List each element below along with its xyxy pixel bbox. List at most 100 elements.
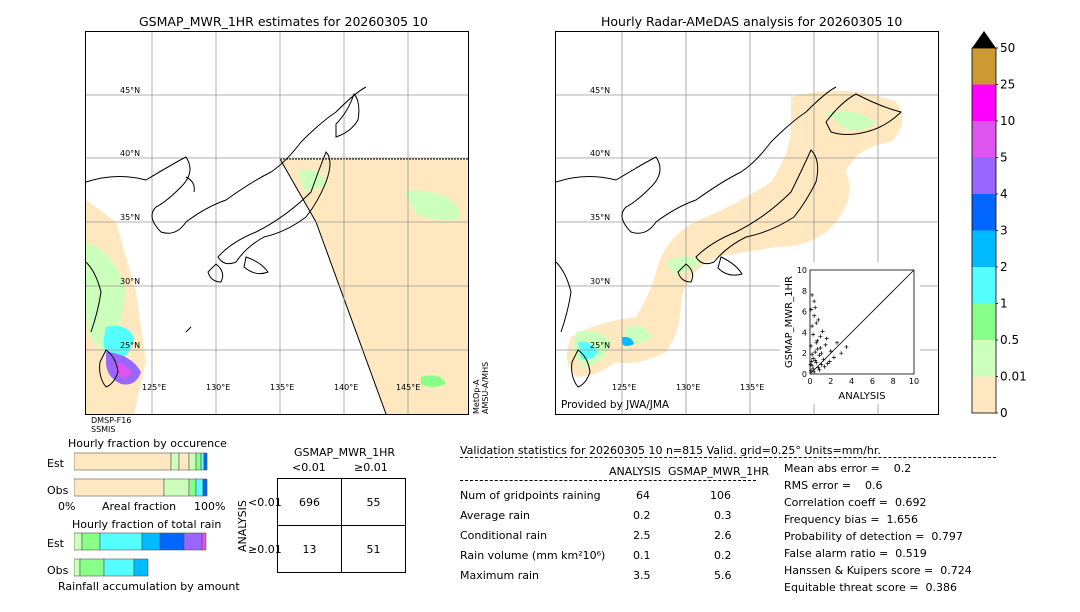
validation-col-gsmap: GSMAP_MWR_1HR xyxy=(668,465,770,478)
lon-label: 125°E xyxy=(142,383,166,392)
lon-label: 135°E xyxy=(740,383,764,392)
scatter-ytick-label: 8 xyxy=(802,287,807,296)
score-mae: Mean abs error = 0.2 xyxy=(784,462,912,475)
validation-row-analysis: 3.5 xyxy=(633,569,651,582)
scatter-point xyxy=(831,355,836,360)
scatter-point xyxy=(818,346,823,350)
validation-row-label: Num of gridpoints raining xyxy=(460,489,601,502)
occurrence-chart xyxy=(73,451,208,498)
scatter-ytick-label: 4 xyxy=(802,328,807,337)
colorbar-label: 3 xyxy=(1000,224,1008,238)
colorbar-label: 4 xyxy=(1000,187,1008,201)
contingency-row-below: <0.01 xyxy=(248,496,282,509)
lat-label: 25°N xyxy=(120,341,140,350)
left-map[interactable]: 45°N 40°N 35°N 30°N 25°N 125°E 130°E 135… xyxy=(85,31,469,415)
scatter-xtick-label: 4 xyxy=(849,377,854,386)
lon-label: 145°E xyxy=(396,383,420,392)
colorbar-label: 0.5 xyxy=(1000,333,1019,347)
one-to-one-line xyxy=(809,269,915,375)
right-map[interactable]: 45°N 40°N 35°N 30°N 25°N 125°E 130°E 135… xyxy=(555,31,939,415)
occurrence-axis-min: 0% xyxy=(58,500,76,513)
scatter-point xyxy=(812,369,817,374)
scatter-point xyxy=(827,359,832,364)
validation-row-label: Maximum rain xyxy=(460,569,539,582)
colorbar-extend-arrow xyxy=(972,31,996,48)
scatter-point xyxy=(819,351,824,356)
scatter-point xyxy=(814,321,819,326)
scatter-point xyxy=(824,336,829,341)
scatter-xtick-label: 0 xyxy=(807,377,812,386)
occurrence-title: Hourly fraction by occurence xyxy=(68,437,227,450)
contingency-cell: 51 xyxy=(341,525,406,573)
validation-header-rule xyxy=(460,457,996,458)
scatter-point xyxy=(835,340,840,345)
lon-label: 130°E xyxy=(206,383,230,392)
contingency-cell: 13 xyxy=(277,525,342,573)
rain-patch xyxy=(114,362,132,378)
lon-label: 140°E xyxy=(334,383,358,392)
contingency-col-below: <0.01 xyxy=(292,461,326,474)
occurrence-axis-label: Areal fraction xyxy=(102,500,177,513)
score-frequency-bias: Frequency bias = 1.656 xyxy=(784,513,919,526)
scatter-point xyxy=(814,340,819,345)
scatter-xtick-label: 8 xyxy=(891,377,896,386)
scatter-point xyxy=(825,361,830,366)
validation-row-gsmap: 0.3 xyxy=(714,509,732,522)
lat-label: 30°N xyxy=(120,277,140,286)
lat-label: 35°N xyxy=(120,213,140,222)
sensor-right-label: MetOp-A AMSU-A/MHS xyxy=(472,361,490,414)
lat-label: 45°N xyxy=(120,86,140,95)
scatter-point xyxy=(812,299,817,304)
rain-patch xyxy=(404,190,460,221)
validation-row-analysis: 64 xyxy=(636,489,650,502)
validation-col-analysis: ANALYSIS xyxy=(609,465,661,478)
rain-patch xyxy=(626,325,651,344)
coverage-area xyxy=(567,90,903,378)
scatter-ylabel: GSMAP_MWR_1HR xyxy=(784,276,795,368)
scatter-point xyxy=(808,362,813,367)
left-map-canvas: 45°N 40°N 35°N 30°N 25°N 125°E 130°E 135… xyxy=(86,32,468,414)
scatter-point xyxy=(810,352,815,357)
colorbar-label: 1 xyxy=(1000,297,1008,311)
scatter-point xyxy=(815,338,820,343)
score-rmse: RMS error = 0.6 xyxy=(784,479,883,492)
lat-label: 35°N xyxy=(590,213,610,222)
scatter-point xyxy=(823,342,828,347)
scatter-point xyxy=(821,357,826,362)
scatter-point xyxy=(813,350,818,355)
right-map-title: Hourly Radar-AMeDAS analysis for 2026030… xyxy=(601,14,903,29)
scatter-plot: 0 2 4 6 8 10 0 2 4 6 8 10 ANALYSIS GSMAP_MWR_1HR xyxy=(784,266,919,402)
scatter-point xyxy=(814,360,819,365)
scatter-xtick-label: 10 xyxy=(909,377,919,386)
validation-row-gsmap: 0.2 xyxy=(714,549,732,562)
colorbar-swatch xyxy=(972,157,996,194)
scatter-xtick-label: 6 xyxy=(870,377,875,386)
colorbar-swatch xyxy=(972,194,996,231)
occurrence-row-obs: Obs xyxy=(47,484,69,497)
lon-label: 135°E xyxy=(270,383,294,392)
scatter-point xyxy=(844,344,849,349)
scatter-inset: 0 2 4 6 8 10 0 2 4 6 8 10 ANALYSIS GSMAP_MWR_1HR xyxy=(780,262,920,404)
colorbar-label: 5 xyxy=(1000,151,1008,165)
score-ets: Equitable threat score = 0.386 xyxy=(784,581,957,594)
scatter-ytick-label: 0 xyxy=(802,370,807,379)
rain-patch xyxy=(421,375,446,387)
graticule xyxy=(86,32,468,414)
scatter-point xyxy=(809,368,814,373)
validation-header: Validation statistics for 20260305 10 n=… xyxy=(460,444,881,457)
validation-row-gsmap: 2.6 xyxy=(714,529,732,542)
scatter-point xyxy=(812,313,817,318)
scatter-point xyxy=(820,329,825,334)
contingency-row-above: ≥0.01 xyxy=(248,543,282,556)
contingency-title: GSMAP_MWR_1HR xyxy=(294,446,396,459)
scatter-point xyxy=(809,359,814,364)
colorbar-swatch xyxy=(972,84,996,121)
scatter-point xyxy=(817,353,822,358)
coastline xyxy=(86,86,367,388)
lon-label: 125°E xyxy=(612,383,636,392)
scatter-point xyxy=(810,324,815,329)
validation-row-analysis: 0.2 xyxy=(633,509,651,522)
occurrence-axis-max: 100% xyxy=(194,500,226,513)
colorbar-swatch xyxy=(972,267,996,304)
scatter-point xyxy=(839,351,844,356)
